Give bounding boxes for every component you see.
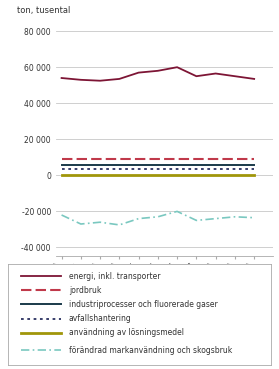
Text: energi, inkl. transporter: energi, inkl. transporter — [69, 272, 160, 280]
Text: jordbruk: jordbruk — [69, 286, 101, 295]
Text: ton, tusental: ton, tusental — [17, 6, 70, 15]
Text: användning av lösningsmedel: användning av lösningsmedel — [69, 328, 184, 337]
Text: industriprocesser och fluorerade gaser: industriprocesser och fluorerade gaser — [69, 300, 217, 309]
Text: förändrad markanvändning och skogsbruk: förändrad markanvändning och skogsbruk — [69, 346, 232, 355]
Text: avfallshantering: avfallshantering — [69, 314, 131, 323]
